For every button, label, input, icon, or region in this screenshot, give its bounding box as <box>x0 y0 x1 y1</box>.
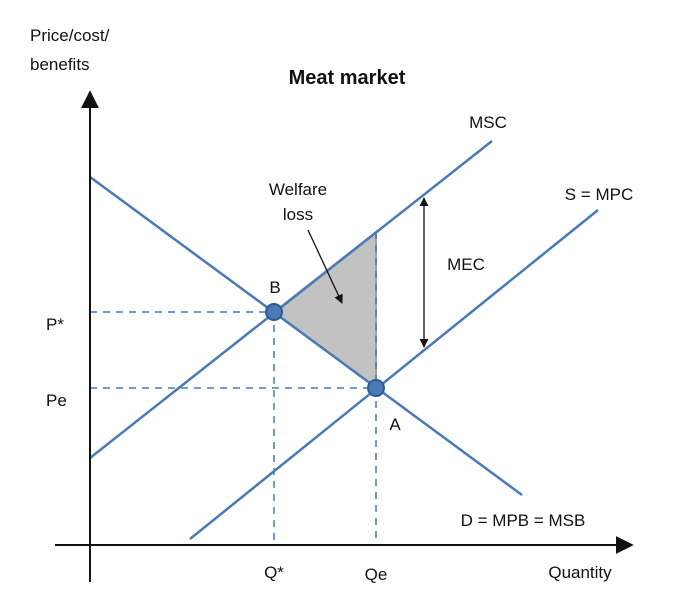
welfare-loss-label-line1: Welfare <box>269 180 327 199</box>
p-star-label: P* <box>46 315 64 334</box>
supply-curve <box>189 209 599 540</box>
msc-label: MSC <box>469 113 507 132</box>
point-b-label: B <box>269 278 280 297</box>
welfare-loss-pointer <box>307 229 343 304</box>
point-a-marker <box>367 379 385 397</box>
welfare-loss-area <box>272 229 377 390</box>
y-axis-label-line1: Price/cost/ <box>30 26 110 45</box>
demand-label: D = MPB = MSB <box>461 511 586 530</box>
x-axis-label: Quantity <box>548 563 612 582</box>
welfare-loss-label-line2: loss <box>283 205 313 224</box>
qe-label: Qe <box>365 565 388 584</box>
mec-label: MEC <box>447 255 485 274</box>
point-a-label: A <box>389 415 401 434</box>
y-axis-label-line2: benefits <box>30 55 90 74</box>
msc-curve <box>89 140 493 459</box>
demand-curve <box>89 175 523 497</box>
diagram-title: Meat market <box>289 67 406 89</box>
q-star-label: Q* <box>264 563 284 582</box>
supply-label: S = MPC <box>565 185 634 204</box>
pe-label: Pe <box>46 391 67 410</box>
point-b-marker <box>265 303 283 321</box>
